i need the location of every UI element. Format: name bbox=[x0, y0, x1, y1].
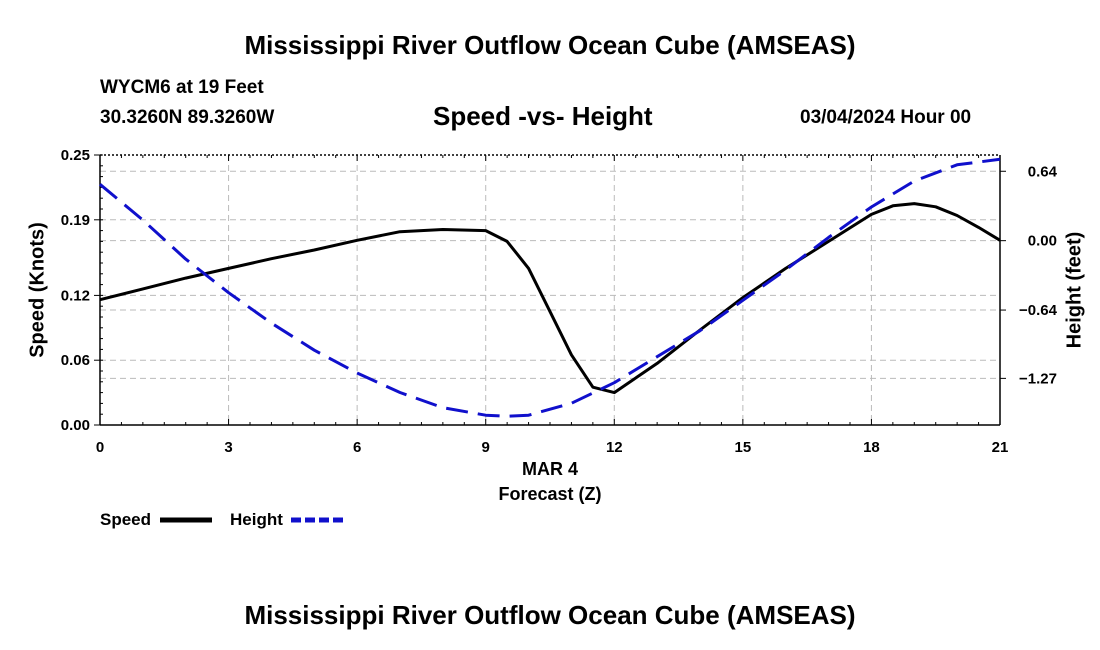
x-axis-date-label: MAR 4 bbox=[521, 459, 578, 479]
legend-speed-label: Speed bbox=[100, 510, 152, 529]
x-tick-label: 0 bbox=[96, 439, 104, 456]
x-tick-label: 18 bbox=[863, 439, 880, 456]
y-left-tick-label: 0.06 bbox=[61, 352, 90, 369]
footer-title: Mississippi River Outflow Ocean Cube (AM… bbox=[244, 600, 856, 630]
legend-speed-swatch bbox=[160, 517, 212, 523]
x-tick-label: 21 bbox=[992, 439, 1009, 456]
y-right-tick-label: 0.00 bbox=[1028, 233, 1057, 250]
legend-height-label: Height bbox=[230, 510, 283, 529]
legend-height-swatch bbox=[291, 517, 343, 523]
x-tick-label: 6 bbox=[353, 439, 361, 456]
series-line-height bbox=[99, 157, 1001, 418]
chart-subtitle: Speed -vs- Height bbox=[433, 101, 653, 131]
x-tick-label: 9 bbox=[482, 439, 490, 456]
y-left-tick-label: 0.12 bbox=[61, 287, 90, 304]
y-left-tick-label: 0.25 bbox=[61, 147, 90, 164]
chart-title: Mississippi River Outflow Ocean Cube (AM… bbox=[244, 30, 856, 60]
x-tick-label: 3 bbox=[224, 439, 232, 456]
x-tick-label: 12 bbox=[606, 439, 623, 456]
y-right-tick-label: 0.64 bbox=[1028, 163, 1058, 180]
datetime-label: 03/04/2024 Hour 00 bbox=[800, 107, 972, 128]
x-axis-title: Forecast (Z) bbox=[498, 484, 602, 504]
y-right-tick-label: −0.64 bbox=[1019, 302, 1058, 319]
station-label: WYCM6 at 19 Feet bbox=[100, 77, 264, 98]
y-left-tick-label: 0.19 bbox=[61, 212, 90, 229]
coordinates-label: 30.3260N 89.3260W bbox=[100, 107, 275, 128]
x-tick-label: 15 bbox=[735, 439, 752, 456]
y-right-tick-label: −1.27 bbox=[1019, 370, 1057, 387]
series-line-speed bbox=[99, 202, 1001, 395]
y-left-tick-label: 0.00 bbox=[61, 417, 90, 434]
